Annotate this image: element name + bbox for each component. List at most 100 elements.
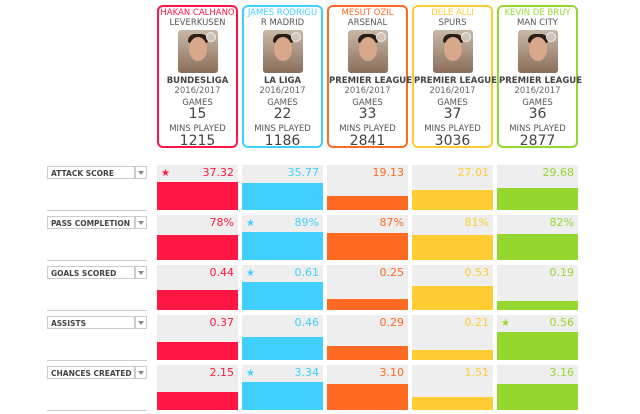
games-label: GAMES [522,98,553,108]
games-label: GAMES [182,98,213,108]
player-photo [177,30,218,73]
player-photo [347,30,388,73]
metric-cell: 19.13 [327,165,408,210]
chevron-down-icon[interactable] [135,216,147,229]
player-card[interactable]: DELE ALLI SPURS PREMIER LEAGUE 2016/2017… [412,5,497,149]
player-league: PREMIER LEAGUE [499,76,582,86]
metric-select[interactable]: ASSISTS [47,316,135,329]
player-season: 2016/2017 [344,86,391,96]
metric-cell: 29.68 [497,165,578,210]
games-label: GAMES [352,98,383,108]
metric-bar [497,188,578,210]
metric-value: 19.13 [372,166,405,179]
chevron-down-icon[interactable] [135,166,147,179]
metric-value: 0.44 [209,266,235,279]
metric-cell: 0.21 [412,315,493,360]
metric-bar [327,233,408,260]
star-icon: ★ [501,318,510,329]
metric-value: 0.29 [379,316,405,329]
metric-bar [327,196,408,210]
metric-value: 89% [294,216,319,229]
metric-select[interactable]: ATTACK SCORE [47,166,135,179]
player-club: R MADRID [260,18,305,28]
mins-label: MINS PLAYED [169,124,226,134]
metric-cell: 27.01 [412,165,493,210]
player-club: ARSENAL [347,18,388,28]
metric-bar [157,392,238,410]
metric-cell: 0.61 ★ [242,265,323,310]
player-club: SPURS [438,18,467,28]
metric-value: 0.46 [294,316,320,329]
metric-select[interactable]: GOALS SCORED [47,266,135,279]
player-season: 2016/2017 [514,86,561,96]
metric-bar [412,190,493,210]
metric-value: 3.10 [379,366,405,379]
metric-value: 35.77 [287,166,320,179]
games-value: 36 [528,106,547,122]
player-league: LA LIGA [263,76,302,86]
star-icon: ★ [161,168,170,179]
metric-value: 1.51 [464,366,490,379]
metric-value: 27.01 [457,166,490,179]
player-club: MAN CITY [516,18,559,28]
divider [47,310,147,311]
mins-value: 3036 [434,133,471,149]
metric-bar [242,382,323,410]
metric-cell: 0.37 [157,315,238,360]
club-badge-icon [460,32,471,42]
metric-value: 29.68 [542,166,575,179]
metric-bar [412,350,493,360]
divider [47,360,147,361]
player-card[interactable]: JAMES RODRIGU R MADRID LA LIGA 2016/2017… [242,5,323,148]
player-card[interactable]: MESUT ÖZIL ARSENAL PREMIER LEAGUE 2016/2… [327,5,412,149]
metric-bar [242,232,323,260]
metric-select[interactable]: PASS COMPLETION [47,216,135,229]
player-club: LEVERKUSEN [169,18,226,28]
metric-value: 0.25 [379,266,405,279]
games-value: 15 [188,106,207,122]
chevron-down-icon[interactable] [135,266,147,279]
metric-bar [157,235,238,260]
metric-cell: 0.29 [327,315,408,360]
games-value: 33 [358,106,377,122]
metric-cell: 3.34 ★ [242,365,323,410]
player-name: JAMES RODRIGU [247,8,318,18]
chevron-down-icon[interactable] [135,316,147,329]
mins-label: MINS PLAYED [254,124,311,134]
metric-value: 0.37 [209,316,235,329]
player-photo [432,30,473,73]
mins-label: MINS PLAYED [339,124,396,134]
metric-cell: 0.56 ★ [497,315,578,360]
player-season: 2016/2017 [429,86,476,96]
metric-cell: 3.16 [497,365,578,410]
metric-value: 0.56 [549,316,575,329]
metric-cell: 35.77 [242,165,323,210]
metric-value: 3.34 [294,366,320,379]
metric-cell: 0.44 [157,265,238,310]
metric-value: 82% [549,216,574,229]
metric-bar [157,290,238,310]
metric-select[interactable]: CHANCES CREATED [47,366,135,379]
games-label: GAMES [437,98,468,108]
player-card[interactable]: KEVIN DE BRUY MAN CITY PREMIER LEAGUE 20… [497,5,582,148]
divider [47,410,147,411]
metric-bar [327,384,408,410]
metric-value: 0.61 [294,266,320,279]
divider [47,210,147,211]
mins-label: MINS PLAYED [509,124,566,134]
metric-cell: 89% ★ [242,215,323,260]
player-card[interactable]: HAKAN CALHANO LEVERKUSEN BUNDESLIGA 2016… [157,5,238,148]
metric-bar [412,397,493,410]
games-label: GAMES [267,98,298,108]
metric-bar [497,332,578,360]
metric-cell: 0.53 [412,265,493,310]
star-icon: ★ [246,268,255,279]
metric-value: 81% [464,216,489,229]
mins-value: 1186 [264,133,301,149]
mins-label: MINS PLAYED [424,124,481,134]
metric-bar [157,342,238,360]
chevron-down-icon[interactable] [135,366,147,379]
mins-value: 2841 [349,133,386,149]
metric-cell: 0.25 [327,265,408,310]
star-icon: ★ [246,218,255,229]
